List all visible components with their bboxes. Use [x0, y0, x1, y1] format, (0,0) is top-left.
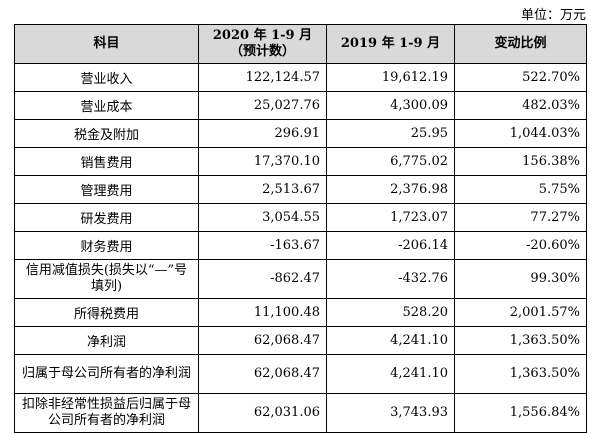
row-2019-value: 25.95 [326, 119, 455, 148]
row-2020-value: -163.67 [198, 231, 327, 260]
row-change-value: 482.03% [454, 91, 587, 120]
row-change-value: 77.27% [454, 203, 587, 232]
row-subject: 营业成本 [14, 91, 199, 120]
row-subject: 信用减值损失(损失以“—”号填列) [14, 259, 199, 299]
row-2019-value: 19,612.19 [326, 63, 455, 92]
row-subject: 所得税费用 [14, 298, 199, 327]
row-subject: 税金及附加 [14, 119, 199, 148]
table-row: 净利润 62,068.47 4,241.10 1,363.50% [14, 326, 587, 355]
row-2019-value: 3,743.93 [326, 393, 455, 433]
table-row: 营业成本 25,027.76 4,300.09 482.03% [14, 91, 587, 120]
row-2019-value: -432.76 [326, 259, 455, 299]
row-2020-value: -862.47 [198, 259, 327, 299]
row-2020-value: 3,054.55 [198, 203, 327, 232]
table-row: 所得税费用 11,100.48 528.20 2,001.57% [14, 298, 587, 327]
row-change-value: 156.38% [454, 147, 587, 176]
row-2020-value: 2,513.67 [198, 175, 327, 204]
row-change-value: 1,044.03% [454, 119, 587, 148]
row-change-value: 99.30% [454, 259, 587, 299]
header-change: 变动比例 [454, 24, 587, 64]
table-row: 税金及附加 296.91 25.95 1,044.03% [14, 119, 587, 148]
row-2020-value: 25,027.76 [198, 91, 327, 120]
row-change-value: 2,001.57% [454, 298, 587, 327]
table-row: 营业收入 122,124.57 19,612.19 522.70% [14, 63, 587, 92]
row-2020-value: 62,068.47 [198, 354, 327, 394]
table-row: 财务费用 -163.67 -206.14 -20.60% [14, 231, 587, 260]
table-row: 销售费用 17,370.10 6,775.02 156.38% [14, 147, 587, 176]
row-2019-value: 4,300.09 [326, 91, 455, 120]
row-subject: 管理费用 [14, 175, 199, 204]
table-row: 管理费用 2,513.67 2,376.98 5.75% [14, 175, 587, 204]
header-row: 科目 2020 年 1-9 月（预计数） 2019 年 1-9 月 变动比例 [14, 24, 587, 64]
row-2019-value: 4,241.10 [326, 354, 455, 394]
row-2019-value: 2,376.98 [326, 175, 455, 204]
row-change-value: 1,556.84% [454, 393, 587, 433]
header-2020: 2020 年 1-9 月（预计数） [198, 24, 327, 64]
row-subject: 研发费用 [14, 203, 199, 232]
header-subject: 科目 [14, 24, 199, 64]
row-subject: 营业收入 [14, 63, 199, 92]
row-2020-value: 62,031.06 [198, 393, 327, 433]
row-subject: 财务费用 [14, 231, 199, 260]
row-change-value: 1,363.50% [454, 326, 587, 355]
table-row: 扣除非经常性损益后归属于母公司所有者的净利润 62,031.06 3,743.9… [14, 393, 587, 433]
row-2019-value: 6,775.02 [326, 147, 455, 176]
header-2019: 2019 年 1-9 月 [326, 24, 455, 64]
row-2019-value: 1,723.07 [326, 203, 455, 232]
row-2020-value: 11,100.48 [198, 298, 327, 327]
row-subject: 销售费用 [14, 147, 199, 176]
row-2020-value: 296.91 [198, 119, 327, 148]
financial-table: 科目 2020 年 1-9 月（预计数） 2019 年 1-9 月 变动比例 营… [14, 24, 587, 433]
row-2020-value: 17,370.10 [198, 147, 327, 176]
table-row: 归属于母公司所有者的净利润 62,068.47 4,241.10 1,363.5… [14, 354, 587, 394]
row-change-value: 522.70% [454, 63, 587, 92]
row-2019-value: 528.20 [326, 298, 455, 327]
row-change-value: 1,363.50% [454, 354, 587, 394]
row-2019-value: 4,241.10 [326, 326, 455, 355]
row-2020-value: 122,124.57 [198, 63, 327, 92]
row-subject: 扣除非经常性损益后归属于母公司所有者的净利润 [14, 393, 199, 433]
row-subject: 归属于母公司所有者的净利润 [14, 354, 199, 394]
row-2019-value: -206.14 [326, 231, 455, 260]
row-change-value: 5.75% [454, 175, 587, 204]
row-change-value: -20.60% [454, 231, 587, 260]
unit-label: 单位：万元 [520, 8, 586, 23]
table-row: 研发费用 3,054.55 1,723.07 77.27% [14, 203, 587, 232]
row-subject: 净利润 [14, 326, 199, 355]
row-2020-value: 62,068.47 [198, 326, 327, 355]
table-row: 信用减值损失(损失以“—”号填列) -862.47 -432.76 99.30% [14, 259, 587, 299]
